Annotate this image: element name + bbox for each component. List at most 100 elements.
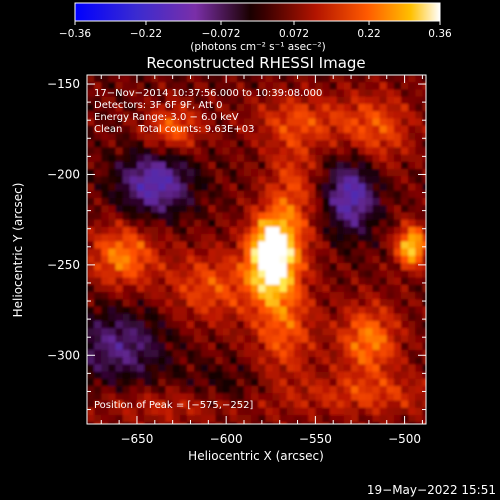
heatmap-cell xyxy=(151,226,159,235)
heatmap-cell xyxy=(343,313,352,322)
heatmap-cell xyxy=(329,378,338,387)
heatmap-cell xyxy=(279,255,288,264)
heatmap-cell xyxy=(393,111,402,119)
heatmap-cell xyxy=(129,335,138,344)
heatmap-cell xyxy=(158,364,167,373)
heatmap-cell xyxy=(215,205,224,213)
heatmap-cell xyxy=(272,169,281,177)
heatmap-cell xyxy=(222,248,231,257)
heatmap-cell xyxy=(322,422,331,424)
heatmap-cell xyxy=(329,234,338,242)
heatmap-cell xyxy=(393,75,402,83)
heatmap-cell xyxy=(122,407,131,416)
heatmap-cell xyxy=(322,335,331,344)
heatmap-cell xyxy=(358,299,366,307)
heatmap-cell xyxy=(351,226,359,235)
heatmap-cell xyxy=(422,103,426,112)
heatmap-cell xyxy=(229,277,238,286)
heatmap-cell xyxy=(179,140,188,148)
heatmap-cell xyxy=(279,111,288,119)
heatmap-cell xyxy=(208,349,216,358)
heatmap-cell xyxy=(115,342,124,351)
heatmap-cell xyxy=(208,371,216,380)
heatmap-cell xyxy=(186,393,195,402)
x-tick-label: −650 xyxy=(120,432,153,446)
heatmap-cell xyxy=(151,82,159,90)
heatmap-cell xyxy=(336,205,345,213)
heatmap-cell xyxy=(201,335,209,344)
heatmap-cell xyxy=(336,161,345,170)
heatmap-cell xyxy=(87,147,95,156)
heatmap-cell xyxy=(129,154,138,163)
heatmap-cell xyxy=(165,407,174,416)
heatmap-cell xyxy=(215,183,224,192)
heatmap-cell xyxy=(151,386,159,394)
heatmap-cell xyxy=(351,234,359,242)
heatmap-cell xyxy=(172,255,181,264)
heatmap-cell xyxy=(244,342,252,351)
heatmap-cell xyxy=(329,89,338,98)
heatmap-cell xyxy=(229,299,238,307)
heatmap-cell xyxy=(286,241,295,250)
heatmap-cell xyxy=(179,270,188,279)
heatmap-cell xyxy=(87,357,95,365)
heatmap-cell xyxy=(137,364,145,373)
heatmap-cell xyxy=(279,212,288,221)
heatmap-cell xyxy=(201,255,209,264)
heatmap-cell xyxy=(144,212,152,221)
heatmap-cell xyxy=(151,320,159,329)
heatmap-cell xyxy=(215,349,224,358)
heatmap-cell xyxy=(236,176,245,185)
heatmap-cell xyxy=(393,386,402,394)
heatmap-cell xyxy=(179,161,188,170)
heatmap-cell xyxy=(286,161,295,170)
heatmap-cell xyxy=(115,364,124,373)
heatmap-cell xyxy=(101,407,109,416)
heatmap-cell xyxy=(108,277,117,286)
heatmap-cell xyxy=(393,335,402,344)
heatmap-cell xyxy=(422,169,426,177)
heatmap-cell xyxy=(172,407,181,416)
heatmap-cell xyxy=(343,219,352,228)
heatmap-cell xyxy=(208,299,216,307)
heatmap-cell xyxy=(279,263,288,271)
heatmap-cell xyxy=(158,176,167,185)
heatmap-cell xyxy=(351,212,359,221)
heatmap-cell xyxy=(422,292,426,300)
heatmap-cell xyxy=(386,219,395,228)
heatmap-cell xyxy=(408,320,416,329)
heatmap-cell xyxy=(194,132,202,141)
heatmap-cell xyxy=(308,320,316,329)
heatmap-cell xyxy=(336,306,345,315)
heatmap-cell xyxy=(208,306,216,315)
heatmap-cell xyxy=(244,82,252,90)
heatmap-cell xyxy=(201,357,209,365)
heatmap-cell xyxy=(422,241,426,250)
heatmap-cell xyxy=(215,241,224,250)
heatmap-cell xyxy=(329,183,338,192)
heatmap-cell xyxy=(265,176,274,185)
heatmap-cell xyxy=(144,205,152,213)
heatmap-cell xyxy=(286,306,295,315)
heatmap-cell xyxy=(101,234,109,242)
heatmap-cell xyxy=(358,219,366,228)
heatmap-cell xyxy=(144,306,152,315)
heatmap-cell xyxy=(186,313,195,322)
heatmap-cell xyxy=(251,140,259,148)
heatmap-cell xyxy=(322,241,331,250)
heatmap-cell xyxy=(101,277,109,286)
heatmap-cell xyxy=(415,263,423,271)
info-line-energy: Energy Range: 3.0 − 6.0 keV xyxy=(94,112,239,123)
heatmap-cell xyxy=(251,111,259,119)
heatmap-cell xyxy=(422,226,426,235)
heatmap-cell xyxy=(129,299,138,307)
heatmap-cell xyxy=(101,393,109,402)
heatmap-cell xyxy=(358,277,366,286)
heatmap-cell xyxy=(415,270,423,279)
heatmap-cell xyxy=(393,82,402,90)
heatmap-cell xyxy=(165,198,174,206)
heatmap-cell xyxy=(386,371,395,380)
heatmap-cell xyxy=(122,118,131,127)
heatmap-cell xyxy=(315,400,324,409)
heatmap-cell xyxy=(365,89,373,98)
